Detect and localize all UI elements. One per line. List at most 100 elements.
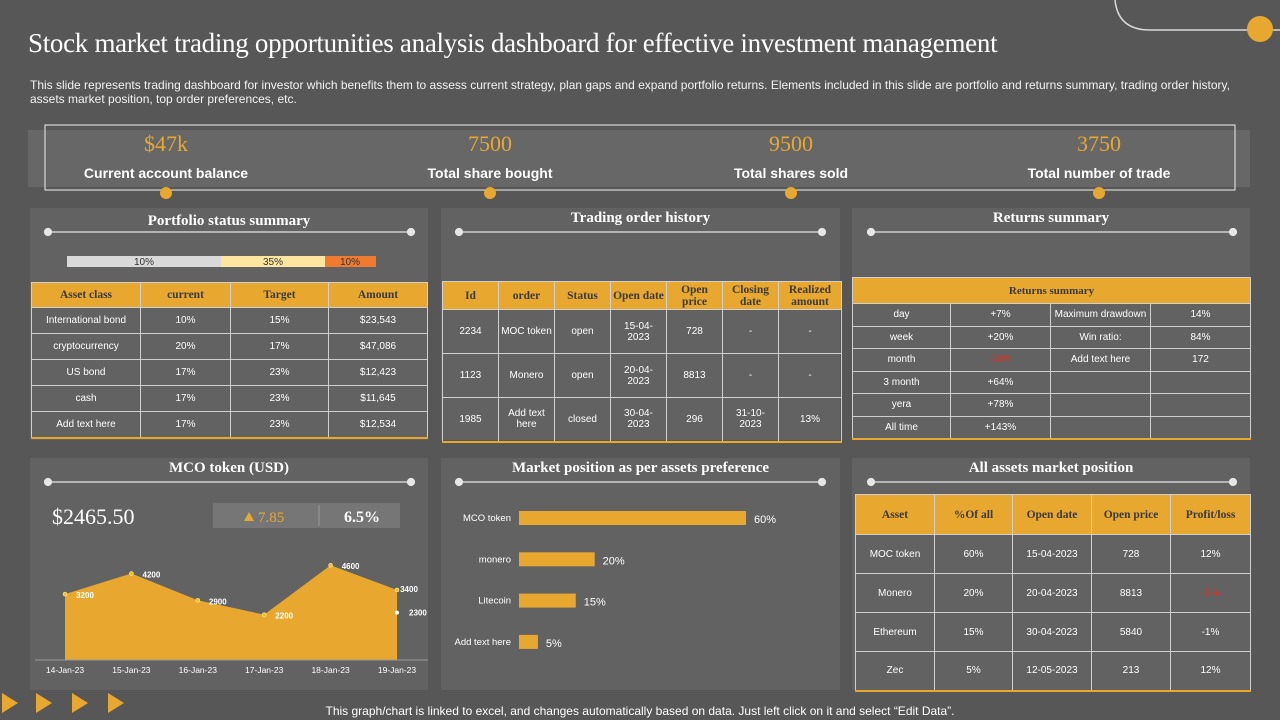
cell: 15-04-2023 — [610, 309, 667, 354]
cell: 17% — [230, 333, 329, 360]
header-cell: Realized amount — [778, 281, 842, 310]
data-label: 2300 — [409, 609, 427, 618]
row: month -10% Add text here 172 — [852, 348, 1251, 372]
kpi-label: Current account balance — [83, 165, 249, 181]
table: Returns summary day +7% Maximum drawdown 14%… — [852, 277, 1251, 440]
cell: 20-04-2023 — [1012, 573, 1092, 613]
price: $2465.50 — [52, 504, 135, 529]
row: US bond 17% 23% $12,423 — [31, 359, 428, 386]
row: day +7% Maximum drawdown 14% — [852, 303, 1251, 327]
row: 1985 Add text here closed 30-04-2023 296 31-1… — [442, 397, 842, 443]
bar — [519, 634, 538, 649]
category-label: monero — [479, 554, 511, 565]
cell: 5840 — [1091, 612, 1171, 652]
cell: 2234 — [442, 309, 499, 354]
cell: 15% — [934, 612, 1013, 652]
cell: +143% — [950, 415, 1051, 440]
cell: cash — [31, 385, 141, 412]
cell: 8813 — [1091, 573, 1171, 613]
area — [65, 565, 397, 660]
description: This slide represents trading dashboard … — [30, 78, 1230, 106]
cell: +20% — [950, 325, 1051, 349]
cell: 12-05-2023 — [1012, 651, 1092, 692]
cell: month — [852, 348, 951, 372]
row: Monero 20% 20-04-2023 8813 -3% — [855, 573, 1251, 613]
cell — [1150, 415, 1251, 440]
cell: 20% — [934, 573, 1013, 613]
cell: open — [554, 353, 611, 398]
header-cell: Open date — [1012, 494, 1092, 535]
row: cryptocurrency 20% 17% $47,086 — [31, 333, 428, 360]
cell: 296 — [666, 397, 723, 443]
header-cell: Asset — [855, 494, 935, 535]
kpi-icons — [160, 187, 1105, 199]
cell: Ethereum — [855, 612, 935, 652]
cell: 15-04-2023 — [1012, 534, 1092, 574]
cell: $12,534 — [328, 411, 428, 439]
data-label: 15% — [584, 597, 606, 609]
up-arrow — [244, 512, 254, 521]
cell: 1985 — [442, 397, 499, 443]
header-cell: Id — [442, 281, 499, 310]
data-label: 5% — [546, 638, 562, 650]
cell: 5% — [934, 651, 1013, 692]
header-cell: %Of all — [934, 494, 1013, 535]
panel-title: Returns summary — [992, 210, 1110, 226]
x-tick-label: 18-Jan-23 — [311, 665, 350, 675]
progress-seg — [325, 256, 376, 267]
row: 2234 MOC token open 15-04-2023 728- - — [442, 309, 842, 354]
header-cell: Amount — [328, 282, 428, 308]
cell: Add text here — [1050, 348, 1151, 372]
cell — [1050, 370, 1151, 394]
header-cell: Returns summary — [852, 277, 1251, 304]
data-label: 4600 — [342, 562, 360, 571]
cell: 30-04-2023 — [610, 397, 667, 443]
cell: MOC token — [855, 534, 935, 574]
category-label: Litecoin — [478, 596, 511, 607]
panel-title: Market position as per assets preference — [511, 460, 770, 476]
table: Asset class current Target Amount Internatio… — [31, 282, 428, 439]
panel-title: Portfolio status summary — [147, 213, 311, 229]
cell — [1150, 393, 1251, 417]
footer-note: This graph/chart is linked to excel, and… — [325, 704, 955, 718]
cell: +7% — [950, 303, 1051, 327]
decor-arrows — [2, 693, 124, 713]
data-label: 2200 — [275, 612, 293, 621]
row: Zec 5% 12-05-2023 213 12% — [855, 651, 1251, 692]
cell: - — [778, 309, 842, 354]
cell: 728 — [666, 309, 723, 354]
cell: 30-04-2023 — [1012, 612, 1092, 652]
charts: 3200 14-Jan-23 4200 15-Jan-23 2900 16-Jan-23 2… — [35, 511, 776, 675]
cell: 172 — [1150, 348, 1251, 372]
cell: 17% — [140, 411, 231, 439]
header-cell: current — [140, 282, 231, 308]
cell: 20-04-2023 — [610, 353, 667, 398]
cell: 20% — [140, 333, 231, 360]
cell: $23,543 — [328, 307, 428, 334]
table: Id order Status Open date Open price Closing … — [442, 281, 842, 443]
cell: 3 month — [852, 370, 951, 394]
bar — [519, 511, 746, 525]
cell: cryptocurrency — [31, 333, 141, 360]
header-row: Asset %Of all Open date Open price Profit/lo… — [855, 494, 1251, 535]
cell: - — [722, 309, 779, 354]
header-cell: Open price — [666, 281, 723, 310]
cell: 84% — [1150, 325, 1251, 349]
x-tick-label: 16-Jan-23 — [179, 665, 218, 675]
header-cell: Open price — [1091, 494, 1171, 535]
header-row: Asset class current Target Amount — [31, 282, 428, 308]
x-tick-label: 19-Jan-23 — [378, 665, 417, 675]
cell: - — [722, 353, 779, 398]
kpi: 9500 Total shares sold — [641, 131, 941, 181]
point — [328, 562, 333, 568]
header-cell: Asset class — [31, 282, 141, 308]
cell: $11,645 — [328, 385, 428, 412]
row: cash 17% 23% $11,645 — [31, 385, 428, 412]
kpi-value: 3750 — [1077, 131, 1121, 156]
kpi: 3750 Total number of trade — [949, 131, 1249, 181]
progress-label: 35% — [263, 257, 283, 268]
cell: $12,423 — [328, 359, 428, 386]
row: Add text here 17% 23% $12,534 — [31, 411, 428, 439]
header-row: Id order Status Open date Open price Closing … — [442, 281, 842, 310]
